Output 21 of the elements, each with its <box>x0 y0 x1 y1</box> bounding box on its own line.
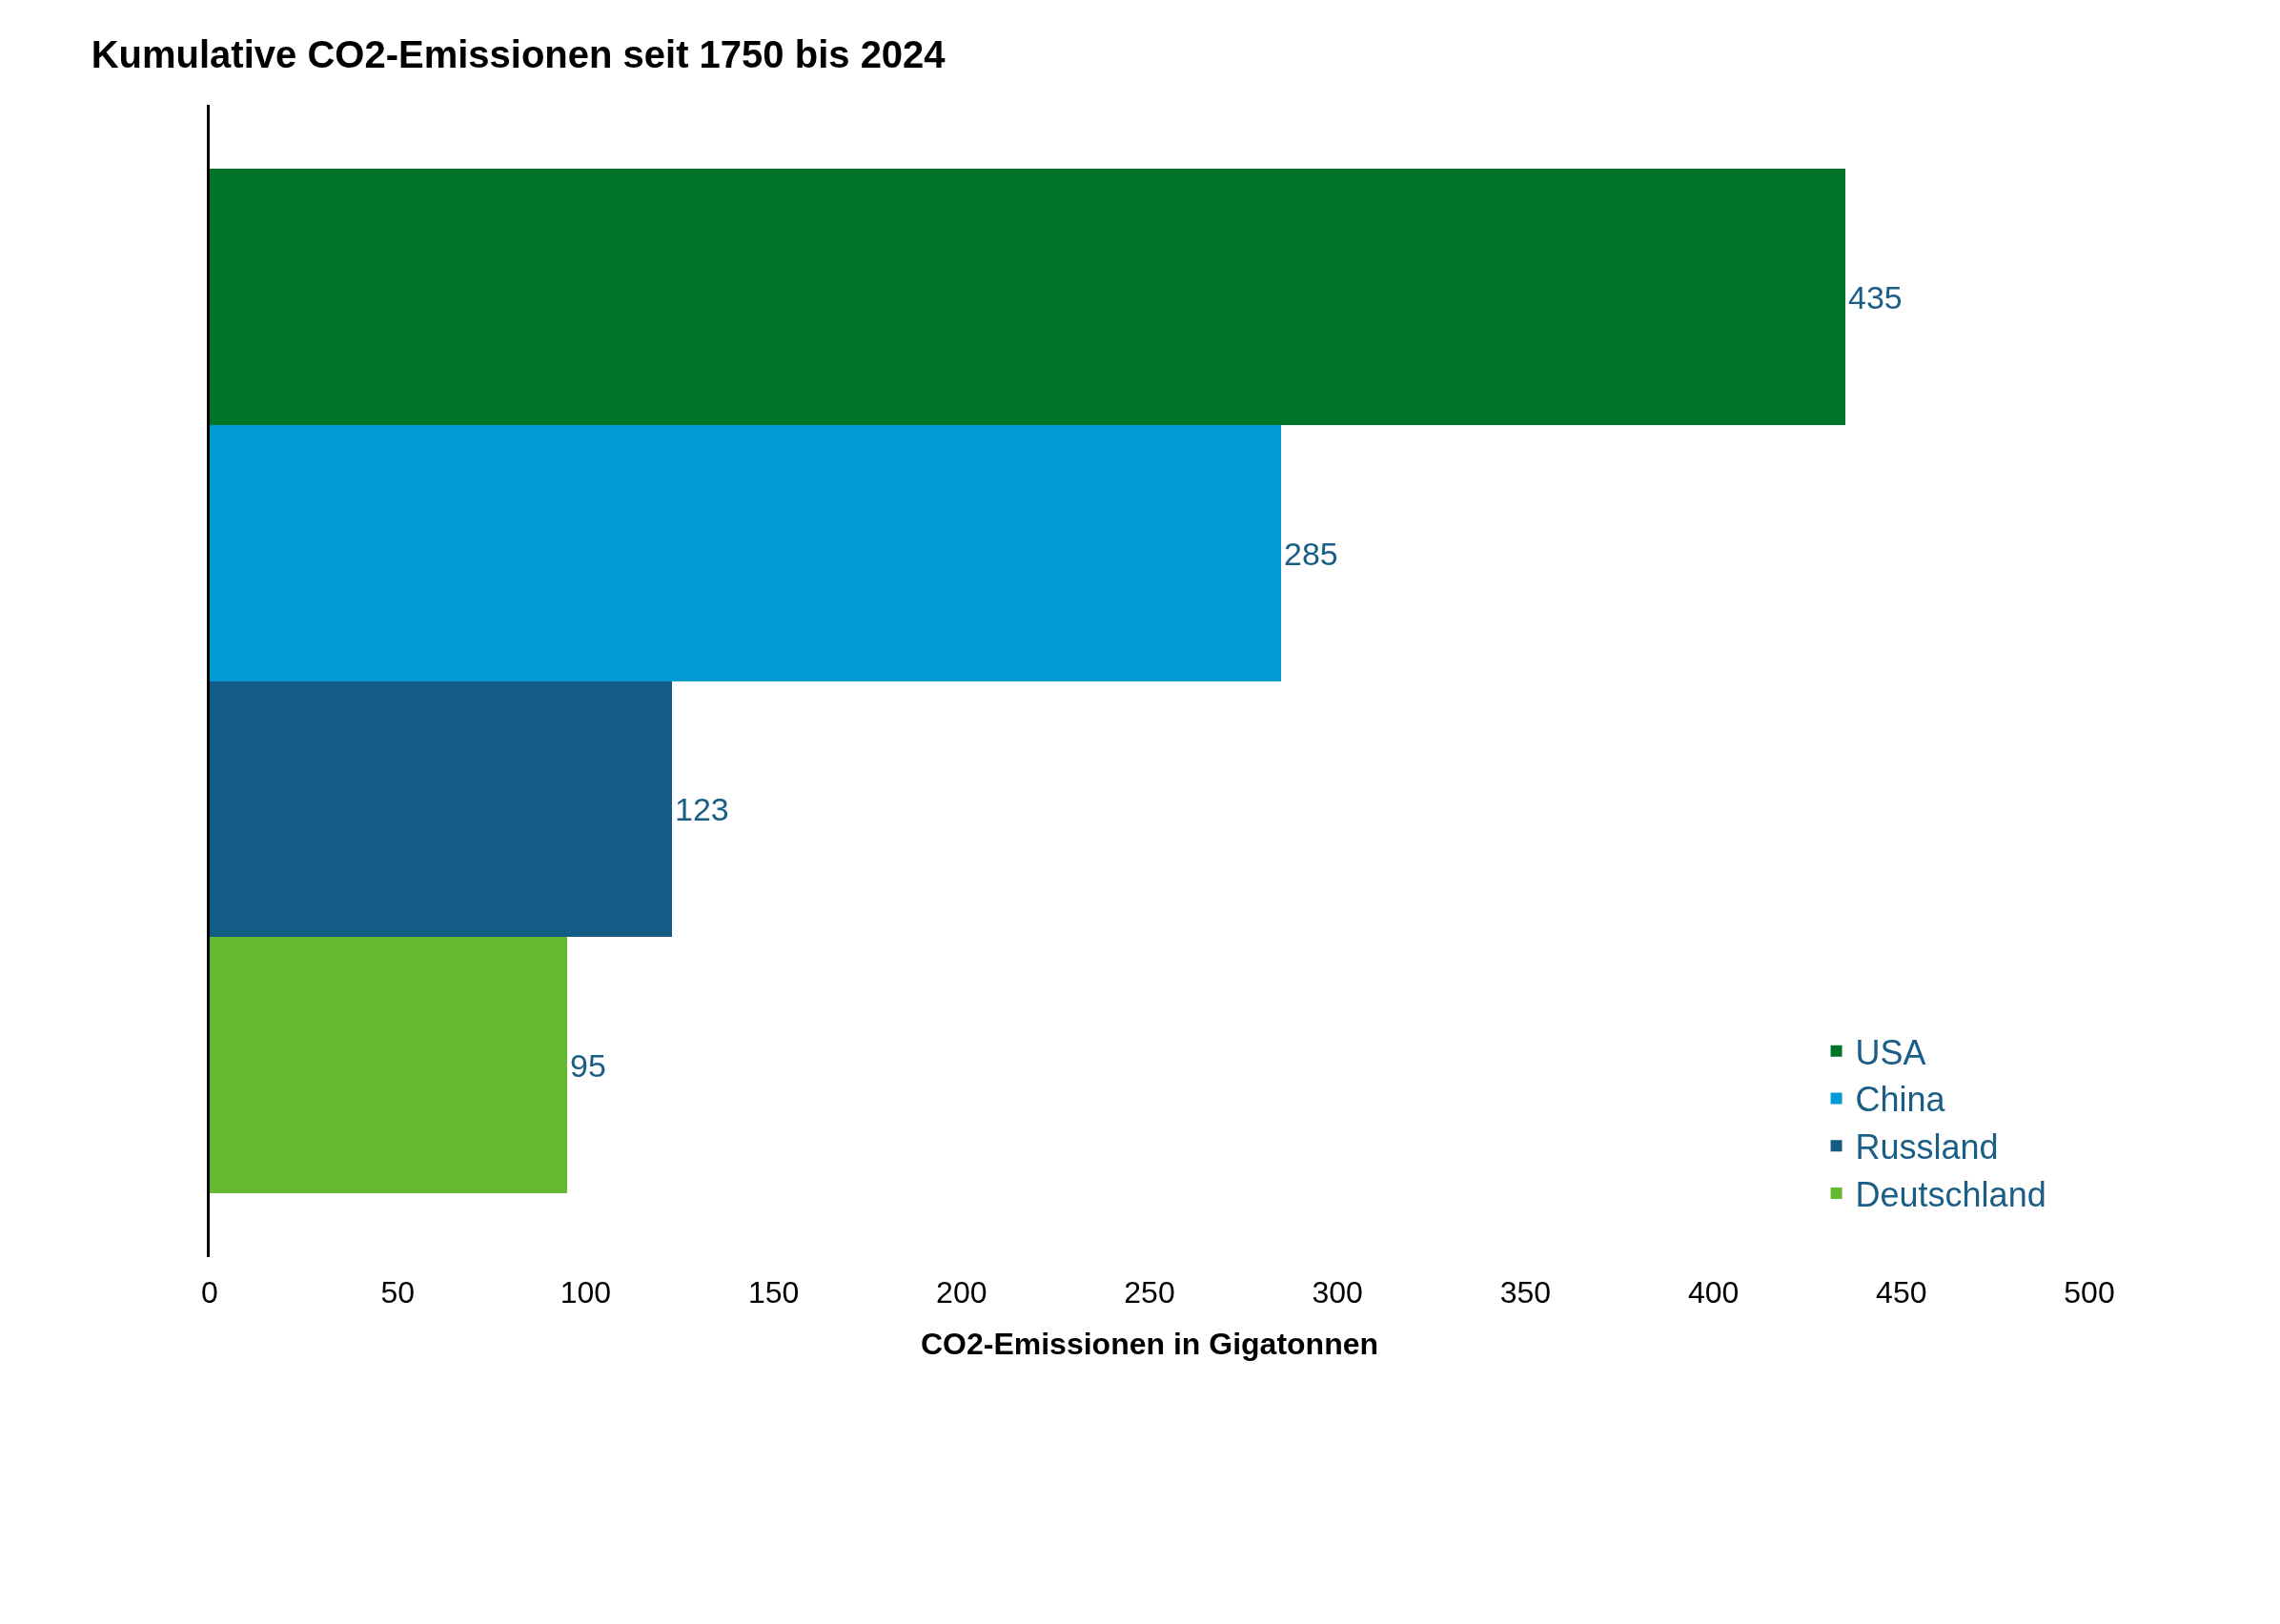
chart-title: Kumulative CO2-Emissionen seit 1750 bis 2024 <box>91 32 947 75</box>
legend-label: China <box>1855 1080 1946 1120</box>
legend-label: USA <box>1855 1032 1926 1072</box>
x-tick-label: 0 <box>201 1275 218 1309</box>
x-tick-label: 500 <box>2064 1275 2115 1309</box>
x-tick-label: 350 <box>1499 1275 1552 1309</box>
x-tick-label: 250 <box>1124 1275 1175 1309</box>
data-label: 95 <box>570 1046 606 1084</box>
x-axis-title: CO2-Emissionen in Gigatonnen <box>920 1326 1379 1361</box>
legend-label: Deutschland <box>1855 1175 2046 1215</box>
data-label: 123 <box>675 791 729 827</box>
x-tick-label: 150 <box>747 1275 800 1309</box>
x-tick-label: 450 <box>1876 1275 1927 1309</box>
data-label: 285 <box>1284 535 1338 572</box>
x-tick-label: 200 <box>936 1275 987 1309</box>
x-tick-label: 300 <box>1312 1275 1363 1309</box>
legend-label: Russland <box>1855 1127 1999 1167</box>
x-tick-label: 100 <box>560 1275 612 1309</box>
x-tick-label: 400 <box>1687 1275 1740 1309</box>
data-label: 435 <box>1848 278 1903 315</box>
x-tick-label: 50 <box>380 1275 415 1309</box>
